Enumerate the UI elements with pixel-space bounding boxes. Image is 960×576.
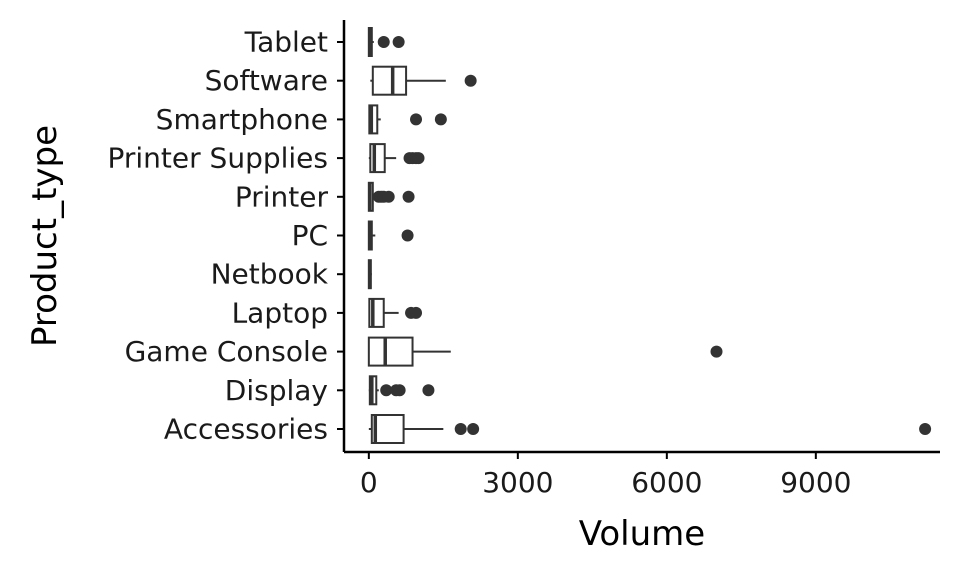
y-tick-label-pc: PC — [292, 219, 328, 252]
outlier-point-game-console — [710, 345, 723, 358]
box-group-pc — [367, 220, 414, 251]
box-group-tablet — [367, 27, 405, 57]
y-tick-label-accessories: Accessories — [164, 413, 328, 446]
outlier-point-smartphone — [434, 113, 447, 126]
outlier-point-laptop — [410, 306, 423, 319]
y-tick-label-display: Display — [225, 374, 328, 407]
x-axis-title: Volume — [579, 514, 705, 554]
x-tick-label-6000: 6000 — [631, 466, 702, 499]
outlier-point-accessories — [454, 423, 467, 435]
y-tick-label-software: Software — [205, 64, 328, 97]
x-tick-label-3000: 3000 — [482, 466, 553, 499]
box-software — [371, 65, 408, 96]
y-tick-label-printer: Printer — [235, 180, 329, 213]
box-group-netbook — [367, 259, 372, 290]
box-group-printer — [367, 181, 415, 212]
box-group-laptop — [368, 297, 423, 328]
outlier-point-smartphone — [410, 113, 423, 126]
outlier-point-tablet — [392, 36, 405, 48]
y-axis-ticks: Accessories Display Game Console Laptop Netb… — [108, 26, 344, 446]
outlier-point-pc — [401, 229, 414, 242]
box-group-software — [370, 65, 477, 96]
box-group-display — [368, 375, 435, 406]
y-tick-label-printer-supplies: Printer Supplies — [108, 142, 329, 175]
outlier-point-software — [464, 74, 477, 87]
box-group-smartphone — [368, 104, 447, 135]
box-accessories — [370, 414, 405, 444]
y-tick-label-smartphone: Smartphone — [156, 103, 328, 136]
outlier-point-tablet — [377, 36, 390, 48]
outlier-point-display — [380, 384, 393, 397]
outlier-point-printer-supplies — [412, 152, 425, 165]
y-tick-label-netbook: Netbook — [211, 258, 329, 291]
x-tick-label-9000: 9000 — [780, 466, 851, 499]
y-tick-label-tablet: Tablet — [244, 26, 328, 59]
outlier-point-accessories — [467, 423, 480, 435]
box-group-printer-supplies — [368, 143, 425, 174]
outlier-point-accessories — [919, 423, 932, 435]
x-axis-ticks: 0 3000 6000 9000 — [360, 452, 851, 499]
outlier-point-display — [422, 384, 435, 397]
box-group-game-console — [367, 336, 723, 367]
plot-area — [367, 27, 932, 444]
box-printer-supplies — [369, 143, 386, 174]
box-group-accessories — [368, 414, 932, 444]
y-tick-label-laptop: Laptop — [232, 296, 328, 329]
x-tick-label-0: 0 — [360, 466, 378, 499]
box-game-console — [367, 336, 414, 367]
box-smartphone — [368, 104, 379, 135]
outlier-point-printer — [402, 190, 415, 203]
outlier-point-display — [393, 384, 406, 397]
y-tick-label-game-console: Game Console — [125, 335, 328, 368]
y-axis-title: Product_type — [25, 125, 65, 347]
outlier-point-printer — [382, 190, 395, 203]
